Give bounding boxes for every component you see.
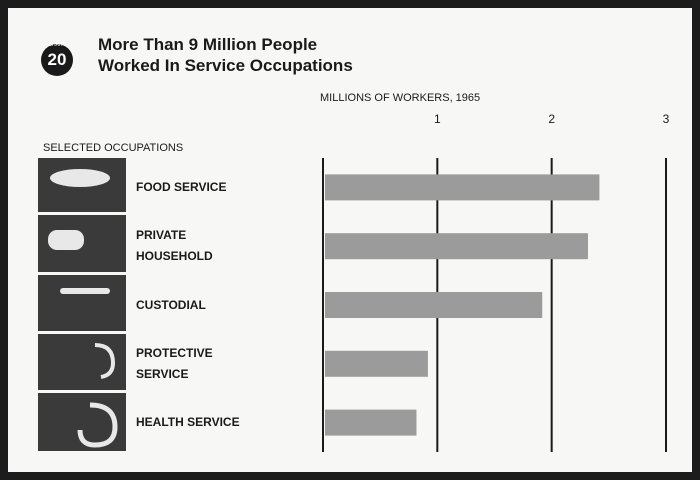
icon-shape: [94, 343, 116, 379]
badge-label: CHART: [48, 42, 66, 48]
y-tick-label: HEALTH SERVICE: [136, 415, 240, 430]
icon-shape: [48, 230, 84, 250]
y-tick-label: PRIVATE HOUSEHOLD: [136, 228, 213, 264]
icons: [38, 158, 126, 451]
bar: [325, 409, 417, 436]
y-tick-label: FOOD SERVICE: [136, 179, 227, 194]
x-axis-label: MILLIONS OF WORKERS, 1965: [320, 92, 481, 104]
icon-shape: [60, 288, 110, 294]
x-tick-label: 3: [662, 112, 670, 126]
icon-details: [48, 169, 118, 448]
icon: [38, 275, 126, 331]
y-axis-label: SELECTED OCCUPATIONS: [43, 142, 184, 154]
x-tick-label: 2: [548, 112, 555, 126]
bar: [325, 292, 543, 318]
badge: [41, 44, 73, 76]
badge-number: 20: [47, 50, 67, 69]
bar: [325, 174, 600, 201]
x-tick-label: 1: [433, 112, 441, 126]
chart-title: More Than 9 Million People Worked In Ser…: [98, 35, 353, 75]
bar: [325, 350, 428, 377]
bar: [325, 233, 588, 260]
icon-shape: [77, 402, 118, 448]
y-tick-label: PROTECTIVE SERVICE: [136, 345, 213, 381]
y-tick-label: CUSTODIAL: [136, 297, 206, 312]
icon-shape: [50, 169, 110, 187]
